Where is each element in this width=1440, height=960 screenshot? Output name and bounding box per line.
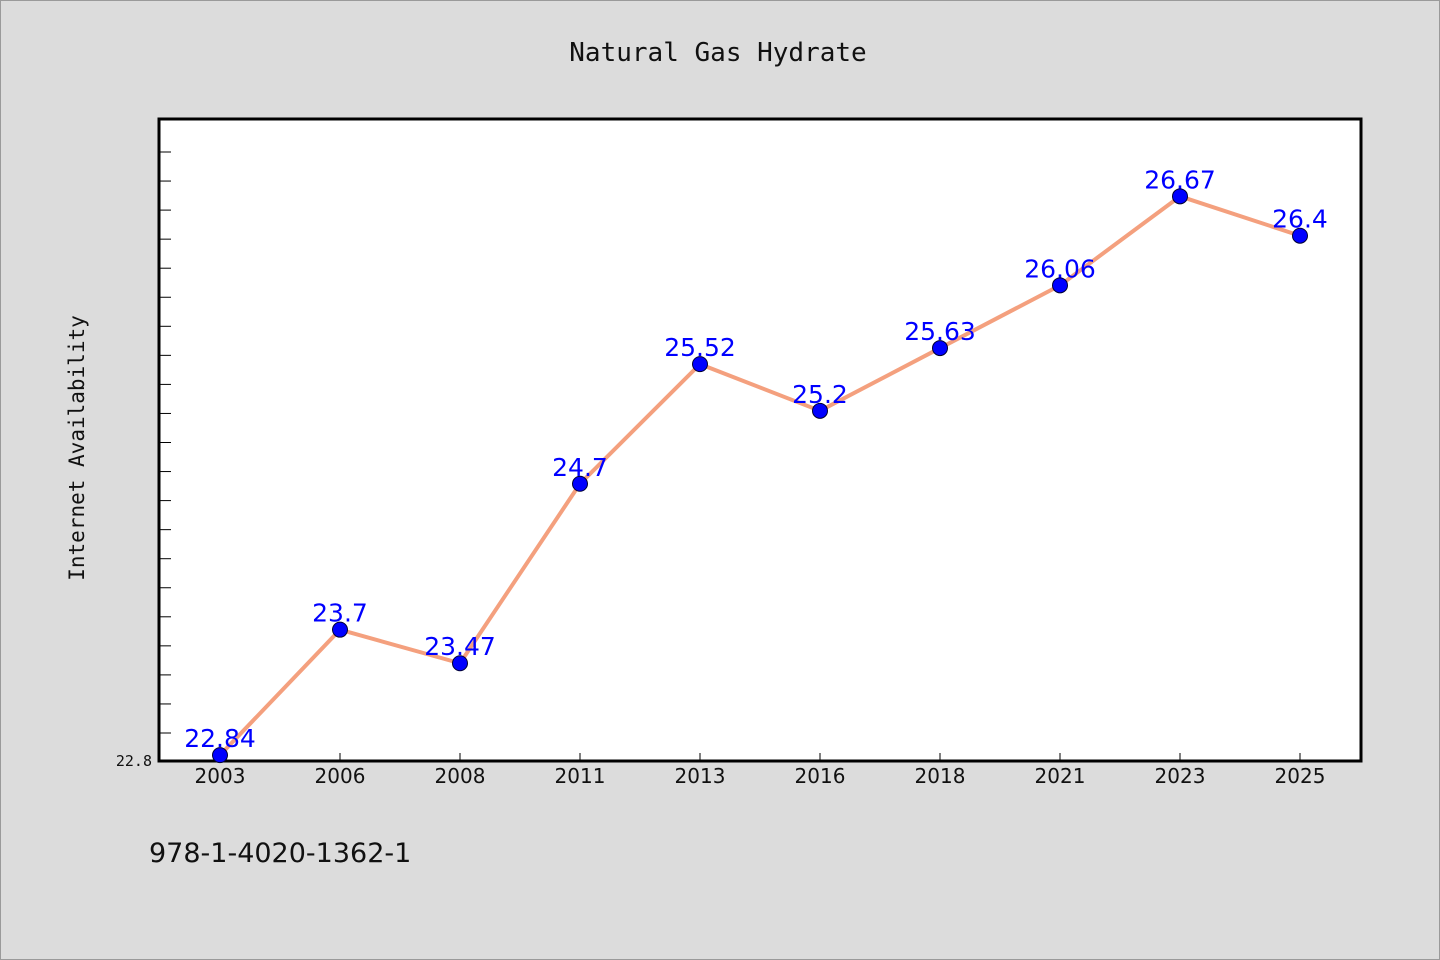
x-tick-label: 2021 — [1035, 764, 1086, 788]
data-point — [1172, 188, 1188, 205]
y-axis-ticks — [159, 151, 171, 734]
data-label: 23.47 — [424, 632, 496, 661]
series-line — [218, 194, 1301, 757]
chart-title: Natural Gas Hydrate — [569, 38, 866, 68]
y-axis: 22.8 — [116, 752, 152, 770]
data-point — [1052, 277, 1068, 294]
x-tick-label: 2008 — [435, 764, 486, 788]
data-label: 24.7 — [552, 453, 608, 482]
y-tick-label: 22.8 — [116, 752, 152, 770]
x-tick-label: 2023 — [1155, 764, 1206, 788]
footer-isbn: 978-1-4020-1362-1 — [149, 838, 411, 869]
data-point — [452, 655, 468, 672]
data-point — [212, 747, 228, 764]
data-label: 26.67 — [1144, 165, 1216, 194]
x-tick-label: 2018 — [915, 764, 966, 788]
data-point — [1292, 227, 1308, 244]
x-tick-label: 2011 — [555, 764, 606, 788]
x-tick-label: 2003 — [195, 764, 246, 788]
x-tick-label: 2016 — [795, 764, 846, 788]
data-label: 25.52 — [664, 333, 736, 362]
x-tick-label: 2025 — [1275, 764, 1326, 788]
plot-area — [157, 117, 1363, 763]
data-label: 25.2 — [792, 380, 848, 409]
data-point — [332, 621, 348, 638]
x-tick-label: 2013 — [675, 764, 726, 788]
data-label: 26.06 — [1024, 254, 1096, 283]
data-label: 26.4 — [1272, 205, 1328, 234]
x-tick-label: 2006 — [315, 764, 366, 788]
data-label: 23.7 — [312, 599, 368, 628]
data-point — [812, 402, 828, 419]
y-axis-label: Internet Availability — [65, 315, 89, 581]
data-label: 25.63 — [904, 317, 976, 346]
data-point — [932, 340, 948, 357]
data-label: 22.84 — [184, 724, 256, 753]
x-axis: 2003 2006 2008 2011 2013 2016 2018 2021 2023 2025 — [195, 753, 1326, 788]
data-point — [572, 475, 588, 492]
data-point — [692, 356, 708, 373]
series-group: 22.84 23.7 23.47 24.7 25.52 25.2 25.63 26.06 26.… — [184, 165, 1328, 764]
